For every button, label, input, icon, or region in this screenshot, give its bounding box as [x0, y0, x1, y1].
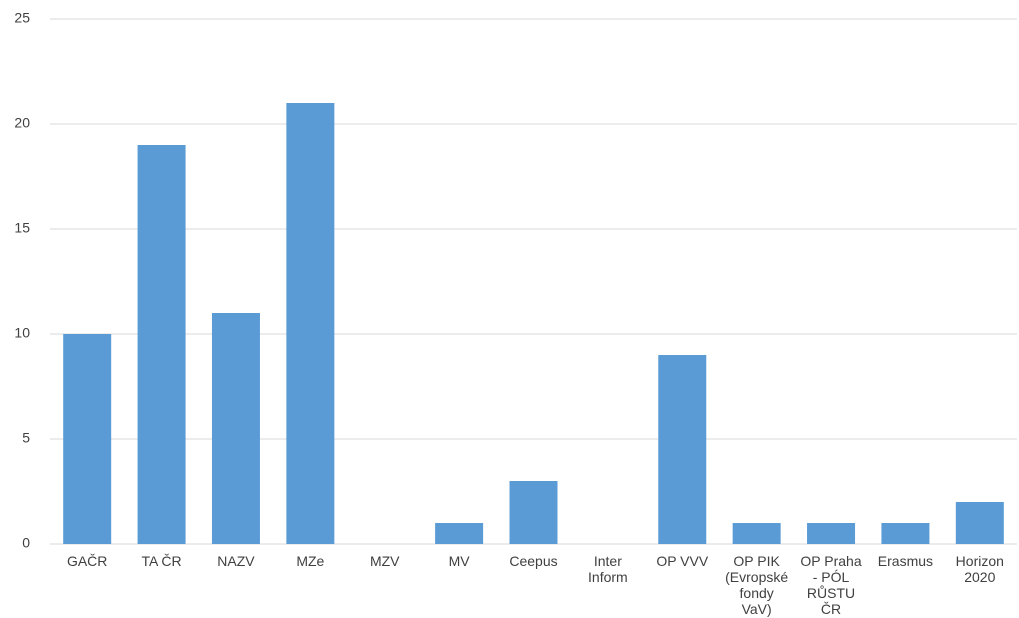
- y-tick-label: 25: [14, 10, 30, 26]
- y-tick-label: 0: [22, 535, 30, 551]
- bar: [286, 103, 335, 544]
- x-tick-label: MZV: [369, 553, 400, 569]
- y-tick-label: 5: [22, 430, 30, 446]
- bar: [137, 145, 186, 544]
- y-tick-label: 20: [14, 115, 30, 131]
- bar: [807, 523, 856, 544]
- x-tick-label: MZe: [296, 553, 325, 569]
- bar: [881, 523, 930, 544]
- x-tick-label: MV: [448, 553, 470, 569]
- bar: [435, 523, 484, 544]
- bar: [732, 523, 781, 544]
- x-tick-label: TA ČR: [141, 553, 182, 569]
- bar: [63, 334, 112, 544]
- y-tick-label: 10: [14, 325, 30, 341]
- x-tick-label: OP PIK (Evropské fondy VaV): [725, 553, 789, 617]
- x-tick-label: OP Praha - PÓL RŮSTU ČR: [800, 553, 862, 617]
- x-tick-label: Ceepus: [509, 553, 558, 569]
- x-tick-label: OP VVV: [656, 553, 709, 569]
- bar: [955, 502, 1004, 544]
- x-tick-label: Inter Inform: [588, 553, 628, 585]
- x-tick-label: Horizon 2020: [955, 553, 1004, 585]
- bar: [509, 481, 558, 544]
- x-tick-label: GAČR: [66, 553, 108, 569]
- bar: [211, 313, 260, 544]
- bar: [658, 355, 707, 544]
- x-tick-label: Erasmus: [877, 553, 934, 569]
- x-tick-label: NAZV: [217, 553, 255, 569]
- y-tick-label: 15: [14, 220, 30, 236]
